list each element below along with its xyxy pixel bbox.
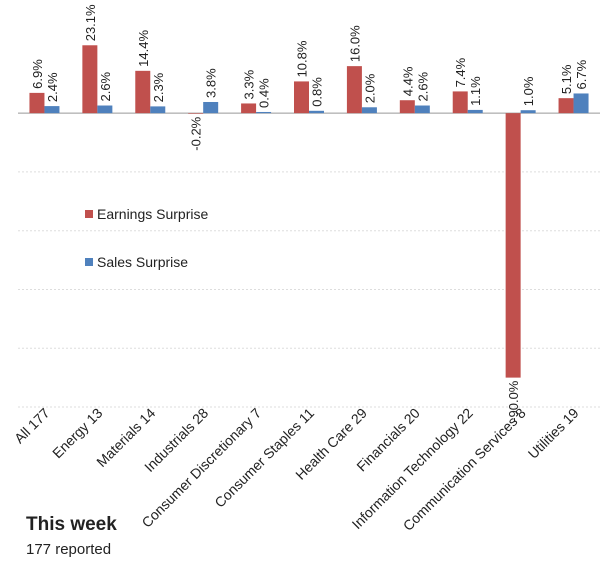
- bar: [505, 113, 521, 378]
- bar: [203, 101, 219, 114]
- value-label: 23.1%: [83, 4, 98, 41]
- value-label: 6.9%: [30, 59, 45, 89]
- value-label: 6.7%: [574, 59, 589, 89]
- value-label: -90.0%: [506, 380, 521, 422]
- bar: [399, 100, 415, 114]
- bar: [520, 110, 536, 114]
- legend-label: Sales Surprise: [97, 254, 188, 270]
- bar: [188, 113, 204, 114]
- value-label: 10.8%: [295, 40, 310, 77]
- value-label: 3.8%: [204, 68, 219, 98]
- bar: [44, 106, 60, 114]
- footer-subtitle: 177 reported: [26, 541, 111, 558]
- value-label: 1.1%: [468, 76, 483, 106]
- value-label: 14.4%: [136, 30, 151, 67]
- x-tick-label: Utilities 19: [525, 405, 582, 462]
- bar: [241, 103, 257, 114]
- x-tick-label: Consumer Staples 11: [211, 405, 317, 511]
- bar: [294, 81, 309, 114]
- legend-label: Earnings Surprise: [97, 206, 208, 222]
- value-label: 0.4%: [257, 78, 272, 108]
- bar: [452, 91, 468, 114]
- bar: [135, 70, 151, 114]
- bar: [97, 105, 113, 114]
- bar: [558, 98, 574, 114]
- bar: [467, 109, 483, 114]
- bar: [256, 111, 272, 114]
- legend-swatch: [85, 258, 93, 266]
- x-tick-label: All 177: [11, 405, 53, 447]
- bar: [309, 110, 324, 114]
- value-label: 0.8%: [310, 77, 325, 107]
- value-label: 4.4%: [400, 66, 415, 96]
- value-label: 1.0%: [521, 76, 536, 106]
- value-label: 5.1%: [559, 64, 574, 94]
- x-tick-label: Energy 13: [49, 405, 106, 462]
- value-label: 16.0%: [347, 25, 362, 62]
- value-label: 2.4%: [45, 72, 60, 102]
- value-label: -0.2%: [189, 116, 204, 150]
- footer-title: This week: [26, 514, 117, 535]
- value-label: 3.3%: [242, 69, 257, 99]
- bar: [346, 66, 362, 114]
- legend-swatch: [85, 210, 93, 218]
- value-label: 2.3%: [151, 72, 166, 102]
- bar: [361, 107, 377, 114]
- value-label: 2.6%: [415, 71, 430, 101]
- bar: [414, 105, 430, 114]
- bar: [150, 106, 166, 114]
- value-label: 7.4%: [453, 57, 468, 87]
- bar: [82, 45, 98, 114]
- bar: [29, 92, 45, 114]
- value-label: 2.0%: [362, 73, 377, 103]
- bar: [573, 93, 589, 114]
- value-label: 2.6%: [98, 71, 113, 101]
